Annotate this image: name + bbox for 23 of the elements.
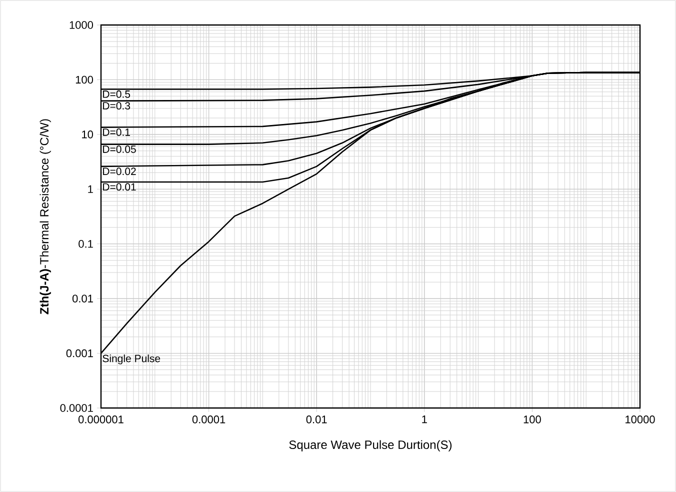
y-tick-label: 10 xyxy=(82,130,94,138)
x-tick-label: 10000 xyxy=(626,416,655,424)
x-tick-label: 0.0001 xyxy=(192,416,226,424)
x-tick-label: 100 xyxy=(524,416,541,424)
y-axis-title: Zth(J-A)-Thermal Resistance (°C/W) xyxy=(40,119,51,314)
series-label: D=0.05 xyxy=(103,146,136,153)
x-tick-label: 1 xyxy=(422,416,427,424)
series-label: D=0.1 xyxy=(103,128,130,136)
y-tick-label: 1000 xyxy=(70,21,94,29)
series-label: D=0.01 xyxy=(103,183,136,191)
series-label: D=0.3 xyxy=(103,102,130,110)
series-label: D=0.5 xyxy=(103,90,130,98)
x-tick-label: 0.01 xyxy=(306,416,327,424)
y-tick-label: 0.001 xyxy=(66,349,93,358)
y-tick-label: 0.1 xyxy=(78,240,93,248)
x-axis-title: Square Wave Pulse Durtion(S) xyxy=(289,440,452,452)
y-tick-label: 100 xyxy=(76,76,94,84)
x-tick-label: 0.000001 xyxy=(78,416,124,424)
series-label: Single Pulse xyxy=(102,354,160,364)
y-tick-label: 0.0001 xyxy=(60,404,93,412)
y-tick-label: 0.01 xyxy=(72,294,93,302)
series-label: D=0.02 xyxy=(103,168,136,176)
y-tick-label: 1 xyxy=(88,185,93,193)
